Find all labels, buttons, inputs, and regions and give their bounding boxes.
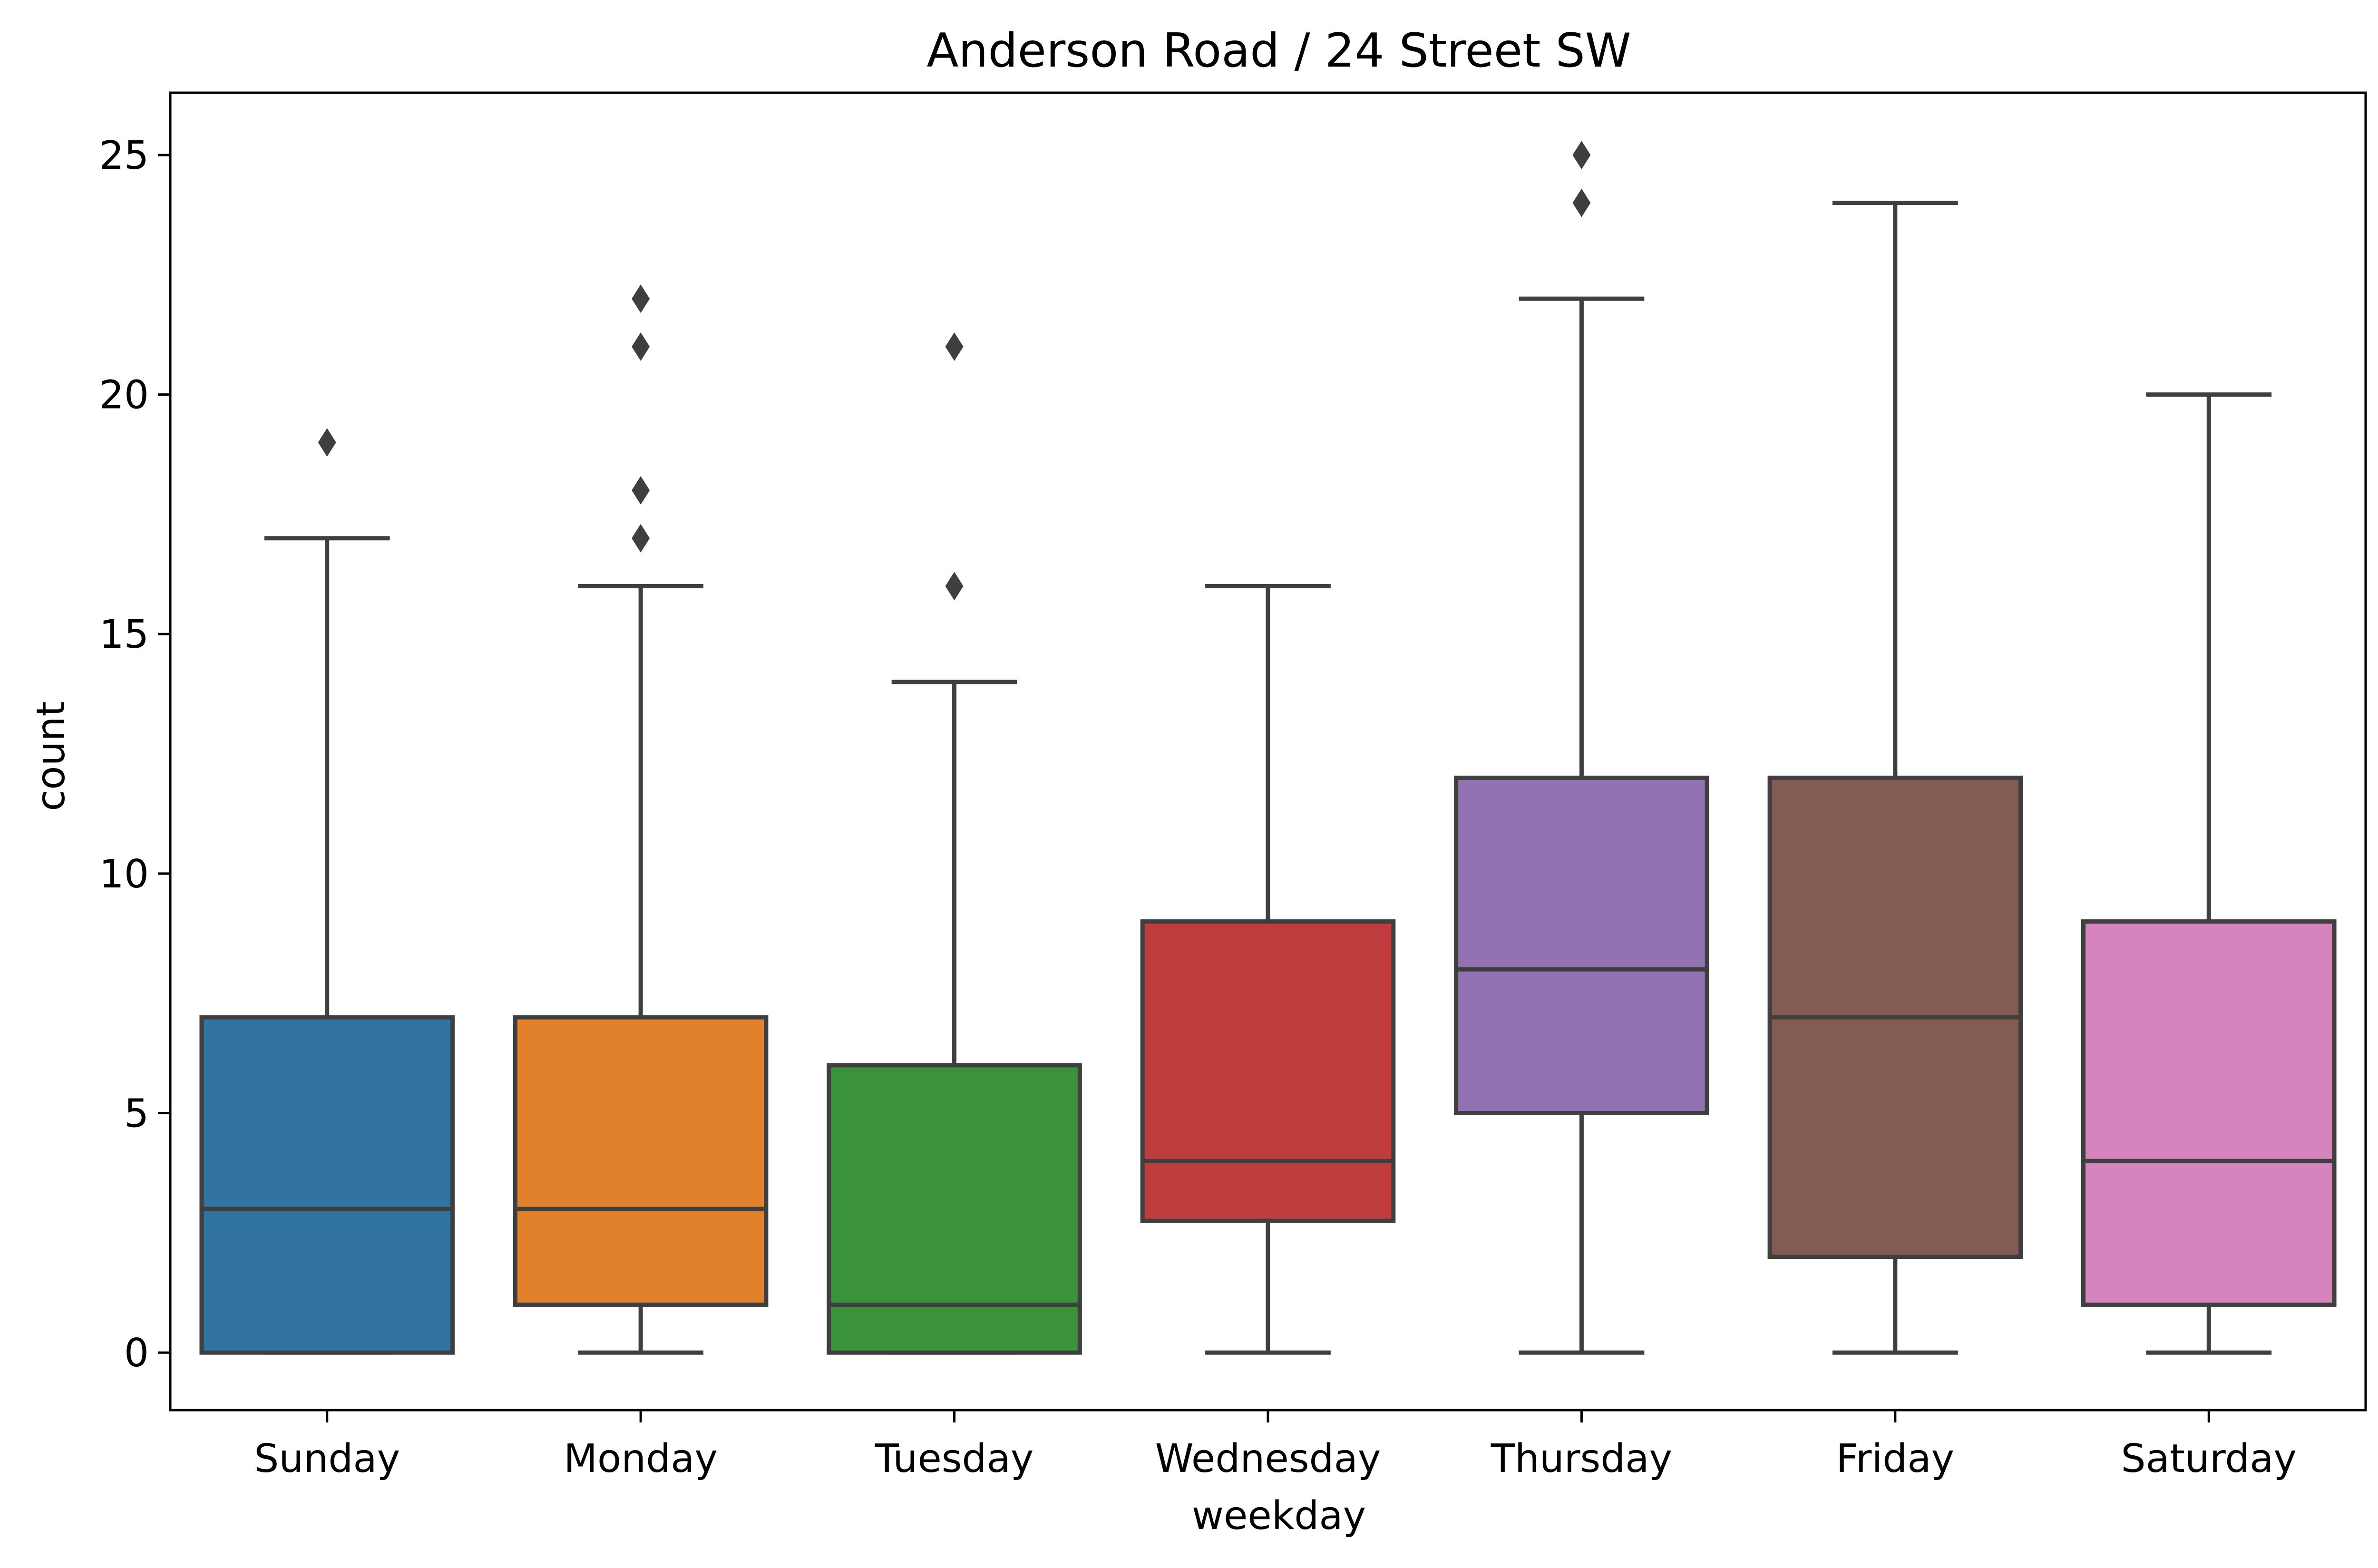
outlier-point-sunday — [318, 428, 336, 457]
x-tick-label: Tuesday — [875, 1436, 1034, 1481]
outlier-point-monday — [632, 476, 650, 505]
x-tick-label: Wednesday — [1155, 1436, 1381, 1481]
box-monday — [513, 1015, 769, 1307]
y-tick-label: 0 — [124, 1331, 149, 1376]
outlier-point-thursday — [1572, 188, 1591, 217]
outlier-point-monday — [632, 284, 650, 313]
y-tick-label: 5 — [124, 1091, 149, 1136]
x-tick-label: Saturday — [2121, 1436, 2297, 1481]
x-axis-label: weekday — [1192, 1493, 1366, 1539]
y-tick-label: 20 — [99, 373, 149, 418]
box-saturday — [2081, 919, 2337, 1307]
box-wednesday — [1140, 919, 1396, 1223]
plot-area: 0 5 10 15 20 25 Sunday Monday Tuesday Wednesday Th… — [99, 133, 2337, 1481]
x-tick-label: Thursday — [1491, 1436, 1672, 1481]
x-tick-label: Friday — [1836, 1436, 1955, 1481]
outlier-point-tuesday — [945, 572, 964, 601]
x-tick-label: Sunday — [254, 1436, 400, 1481]
chart-title: Anderson Road / 24 Street SW — [926, 24, 1631, 78]
outlier-point-thursday — [1572, 140, 1591, 169]
outlier-point-tuesday — [945, 332, 964, 361]
outlier-point-monday — [632, 524, 650, 553]
box-sunday — [199, 1015, 455, 1355]
axes-frame — [169, 91, 2367, 1412]
y-tick-label: 10 — [99, 852, 149, 897]
x-tick-label: Monday — [564, 1436, 718, 1481]
box-tuesday — [827, 1063, 1082, 1355]
y-axis-label: count — [29, 701, 74, 811]
box-thursday — [1454, 775, 1709, 1115]
y-tick-label: 25 — [99, 133, 149, 178]
y-tick-label: 15 — [99, 612, 149, 657]
outlier-point-monday — [632, 332, 650, 361]
